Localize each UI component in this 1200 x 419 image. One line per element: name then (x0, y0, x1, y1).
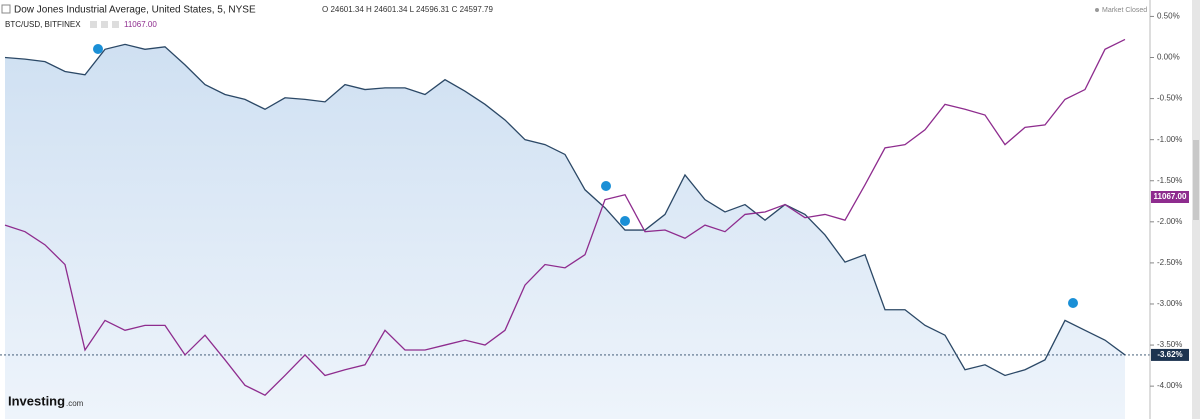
news-icon[interactable] (620, 216, 630, 226)
y-tick-label: -3.00% (1157, 299, 1182, 308)
scrollbar-thumb (1193, 140, 1199, 220)
news-icon[interactable] (1068, 298, 1078, 308)
y-tick-label: -1.00% (1157, 135, 1182, 144)
last-value-tag-bg (1151, 348, 1189, 361)
y-tick-label: 0.50% (1157, 12, 1180, 21)
series-title: BTC/USD, BITFINEX (5, 20, 81, 29)
icon[interactable] (101, 21, 108, 28)
y-tick-label: -2.00% (1157, 217, 1182, 226)
y-tick-label: -0.50% (1157, 94, 1182, 103)
y-tick-label: -3.50% (1157, 340, 1182, 349)
line (4, 38, 1126, 396)
series-title: Dow Jones Industrial Average, United Sta… (14, 5, 256, 16)
icon[interactable] (90, 21, 97, 28)
y-tick-label: -2.50% (1157, 258, 1182, 267)
news-icon[interactable] (93, 44, 103, 54)
market-status: Market Closed (1102, 7, 1147, 14)
price-tags: 11067.00 -3.62% (1151, 191, 1189, 361)
news-icon[interactable] (601, 181, 611, 191)
plot (0, 38, 1150, 419)
y-tick-label: -1.50% (1157, 176, 1182, 185)
collapse-icon[interactable] (1, 4, 11, 14)
btc-tag-bg (1151, 191, 1189, 203)
icon[interactable] (112, 21, 119, 28)
news-markers (93, 44, 1078, 308)
logo-suffix: .com (66, 399, 84, 408)
area (5, 44, 1125, 419)
logo: Investing (8, 393, 65, 408)
y-tick-label: 0.00% (1157, 53, 1180, 62)
ohlc: O 24601.34 H 24601.34 L 24596.31 C 24597… (322, 5, 494, 14)
last-value-tag: -3.62% (1157, 350, 1182, 359)
btc-tag: 11067.00 (1154, 192, 1187, 201)
btc-price: 11067.00 (124, 20, 157, 29)
status-dot (1095, 8, 1099, 12)
line (4, 43, 1126, 377)
y-tick-label: -4.00% (1157, 381, 1182, 390)
